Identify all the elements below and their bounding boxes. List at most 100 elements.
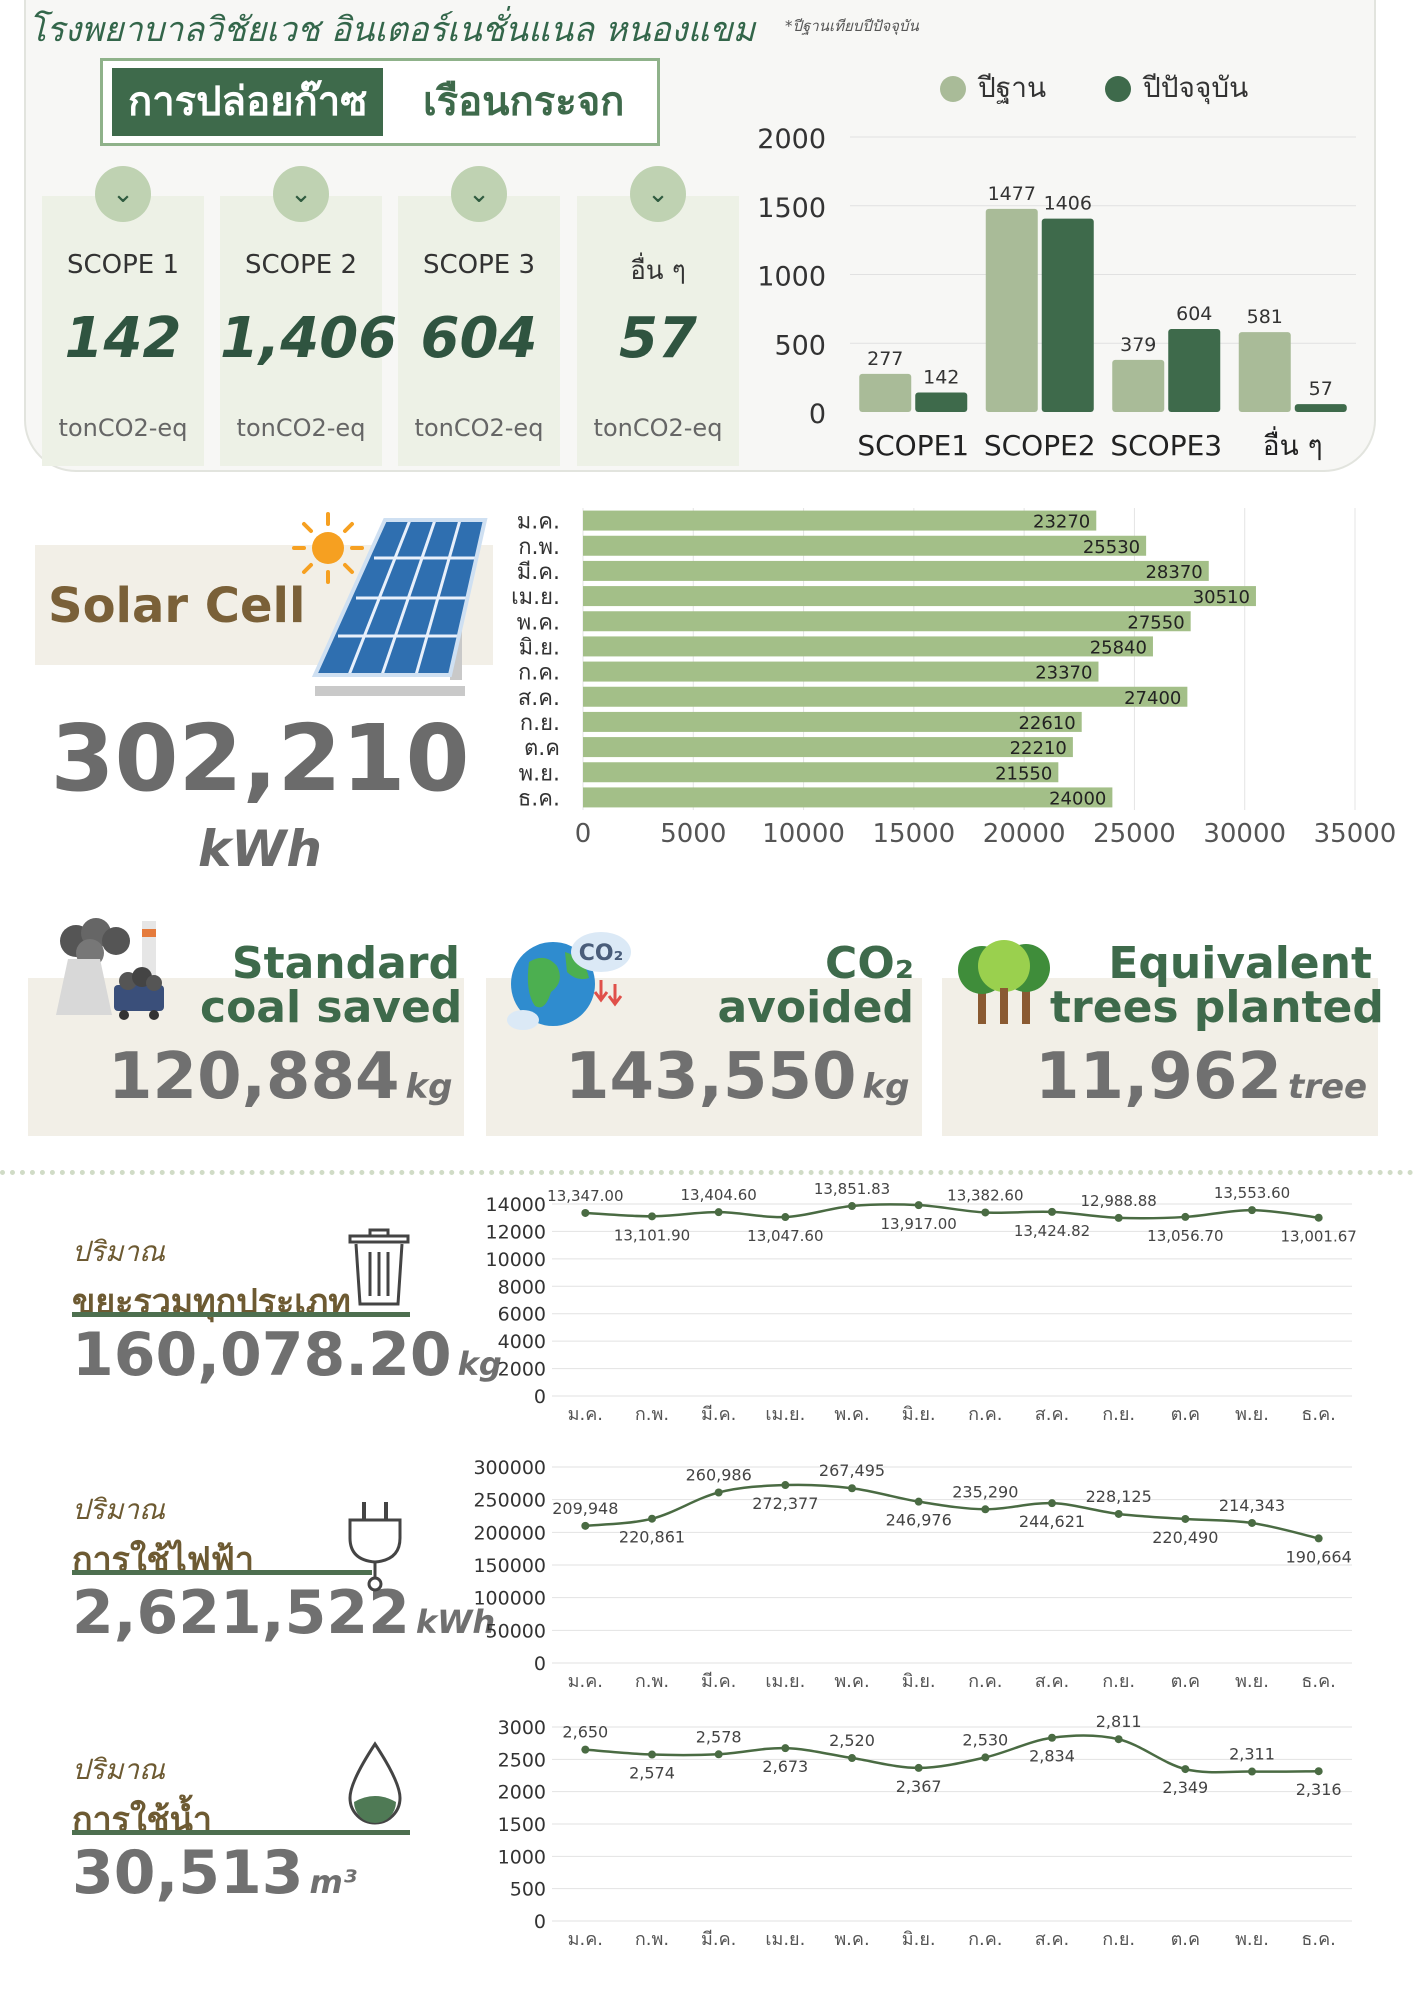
x-tick-label: พ.ค. xyxy=(834,1929,869,1950)
coal-title-line1: Standard xyxy=(231,938,460,989)
data-point xyxy=(1248,1518,1256,1527)
data-label: 13,404.60 xyxy=(680,1186,756,1204)
coal-title: Standard coal saved xyxy=(200,938,463,1033)
x-tick-label: ก.พ. xyxy=(635,1929,669,1950)
ghg-bar xyxy=(1238,332,1291,412)
y-tick-label: 250000 xyxy=(473,1490,546,1512)
solar-bar xyxy=(583,762,1059,783)
scope-name: อื่น ๆ xyxy=(630,256,686,286)
x-tick-label: ก.พ. xyxy=(635,1671,669,1692)
factory-icon xyxy=(56,918,164,1020)
scope-value: 604 xyxy=(420,306,538,371)
solar-title: Solar Cell xyxy=(48,578,306,634)
trees-box xyxy=(942,978,1378,1136)
data-point xyxy=(648,1514,656,1523)
data-point xyxy=(781,1744,790,1753)
chevron-down-icon[interactable]: ⌄ xyxy=(95,166,151,222)
trees-value-unit: tree xyxy=(1287,1067,1368,1107)
solar-bar xyxy=(583,787,1113,808)
y-tick-label: 1000 xyxy=(757,262,826,293)
data-point xyxy=(581,1208,590,1217)
y-tick-label: ม.ค. xyxy=(517,510,560,535)
y-tick-label: 14000 xyxy=(486,1194,546,1216)
data-label: 2,349 xyxy=(1162,1778,1208,1797)
y-tick-label: 300000 xyxy=(473,1457,546,1479)
scope-value: 57 xyxy=(619,306,697,371)
chevron-down-icon[interactable]: ⌄ xyxy=(451,166,507,222)
y-tick-label: 500 xyxy=(774,330,826,361)
data-point xyxy=(981,1208,990,1217)
x-tick-label: ส.ค. xyxy=(1035,1929,1069,1950)
x-tick-label: 15000 xyxy=(872,819,955,849)
y-tick-label: ส.ค. xyxy=(518,686,560,711)
series-line xyxy=(585,1734,1319,1774)
data-label: 235,290 xyxy=(952,1482,1018,1501)
y-tick-label: 1500 xyxy=(498,1814,546,1836)
y-tick-label: มิ.ย. xyxy=(519,635,560,660)
data-point xyxy=(714,1208,723,1217)
x-tick-label: ก.ย. xyxy=(1102,1404,1135,1425)
data-point xyxy=(914,1201,923,1210)
ghg-bar xyxy=(915,392,968,412)
y-tick-label: 3000 xyxy=(498,1717,546,1739)
co2-title: CO₂ avoided xyxy=(660,942,914,1030)
x-tick-label: พ.ค. xyxy=(834,1404,869,1425)
y-tick-label: 50000 xyxy=(486,1620,546,1642)
ghg-bar-label: 379 xyxy=(1120,334,1156,356)
data-point xyxy=(1181,1514,1190,1523)
data-point xyxy=(714,1488,723,1497)
solar-bar-label: 24000 xyxy=(1049,788,1106,809)
data-point xyxy=(648,1212,656,1221)
data-point xyxy=(1114,1509,1123,1518)
data-point xyxy=(1248,1206,1256,1215)
data-point xyxy=(1314,1767,1323,1776)
x-tick-label: ก.ย. xyxy=(1102,1671,1135,1692)
y-tick-label: 2000 xyxy=(498,1782,546,1804)
y-tick-label: 4000 xyxy=(498,1331,546,1353)
x-tick-label: ม.ค. xyxy=(568,1404,603,1425)
y-tick-label: 200000 xyxy=(473,1522,546,1544)
solar-bar-chart: 0 5000 10000 15000 20000 25000 30000 35000 23270… xyxy=(511,508,1396,849)
section-divider xyxy=(0,1170,1414,1175)
ghg-bar xyxy=(1294,404,1347,412)
co2-title-line1: CO₂ xyxy=(825,938,914,989)
data-label: 13,424.82 xyxy=(1014,1222,1090,1240)
y-tick-label: ก.ย. xyxy=(520,711,560,736)
data-label: 2,316 xyxy=(1296,1780,1342,1799)
y-tick-label: พ.ค. xyxy=(517,610,560,635)
chevron-down-icon[interactable]: ⌄ xyxy=(630,166,686,222)
solar-bar xyxy=(583,535,1147,556)
y-tick-label: 100000 xyxy=(473,1588,546,1610)
water-drop-icon xyxy=(348,1741,402,1825)
data-label: 12,988.88 xyxy=(1080,1192,1156,1210)
data-label: 244,621 xyxy=(1019,1512,1085,1531)
scope-unit: tonCO2-eq xyxy=(593,414,723,442)
ghg-bar xyxy=(1168,328,1221,412)
solar-bar-label: 23270 xyxy=(1033,512,1090,533)
data-label: 272,377 xyxy=(752,1494,818,1513)
data-label: 209,948 xyxy=(552,1499,618,1518)
data-label: 13,382.60 xyxy=(947,1186,1023,1204)
electric-underline xyxy=(72,1570,372,1575)
data-label: 13,917.00 xyxy=(880,1215,956,1233)
waste-value: 160,078.20 kg xyxy=(72,1320,502,1390)
baseline-note: *ปีฐานเทียบปีปัจจุบัน xyxy=(785,17,919,35)
chevron-down-icon[interactable]: ⌄ xyxy=(273,166,329,222)
x-tick-label: เม.ย. xyxy=(765,1671,805,1692)
ghg-bar-chart: 0 500 1000 1500 2000 277 142 SCOPE1 1477 1406 SCOP… xyxy=(757,124,1356,462)
x-tick-label: มิ.ย. xyxy=(902,1929,936,1950)
y-tick-label: ก.พ. xyxy=(518,535,560,560)
data-point xyxy=(581,1745,590,1754)
legend-baseline: ปีฐาน xyxy=(940,66,1046,110)
y-tick-label: 2000 xyxy=(757,124,826,155)
y-tick-label: พ.ย. xyxy=(519,761,560,786)
data-point xyxy=(914,1763,923,1772)
solar-bar-label: 25840 xyxy=(1090,637,1147,658)
solar-bar xyxy=(583,686,1188,707)
coal-title-line2: coal saved xyxy=(200,982,463,1033)
x-tick-label: พ.ค. xyxy=(834,1671,869,1692)
x-tick-label: ต.ค xyxy=(1171,1929,1200,1950)
legend-current: ปีปัจจุบัน xyxy=(1105,66,1248,110)
y-tick-label: ก.ค. xyxy=(518,661,560,686)
y-tick-label: 0 xyxy=(809,399,826,430)
